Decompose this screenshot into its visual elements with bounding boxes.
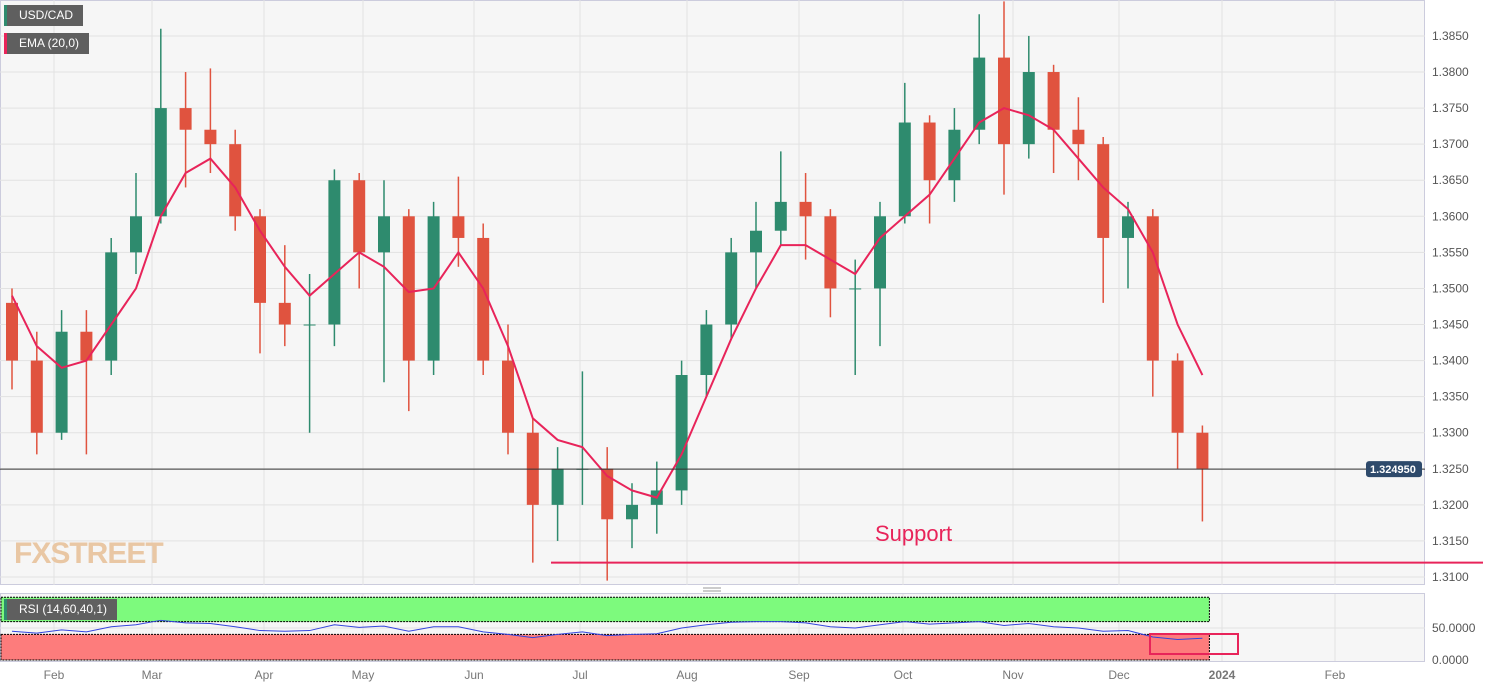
x-tick-label: Sep bbox=[788, 668, 810, 682]
candle-body bbox=[130, 216, 142, 253]
rsi-oversold-band bbox=[0, 633, 1210, 661]
x-tick-label: Jun bbox=[464, 668, 483, 682]
rsi-tick-label: 0.0000 bbox=[1432, 653, 1469, 667]
candle-body bbox=[923, 122, 936, 181]
candle-body bbox=[179, 108, 192, 130]
fxstreet-watermark: FXSTREET bbox=[14, 537, 163, 570]
x-tick-label: 2024 bbox=[1209, 668, 1236, 682]
y-tick-label: 1.3300 bbox=[1432, 426, 1469, 440]
candle-body bbox=[824, 216, 837, 289]
x-tick-label: Aug bbox=[676, 668, 697, 682]
candle-body bbox=[452, 216, 465, 238]
candle-body bbox=[849, 288, 862, 290]
candle-body bbox=[477, 237, 490, 361]
y-tick-label: 1.3750 bbox=[1432, 101, 1469, 115]
candle-body bbox=[1146, 216, 1159, 361]
candle-body bbox=[700, 324, 713, 376]
candle-body bbox=[1122, 216, 1134, 238]
rsi-overbought-band bbox=[0, 596, 1210, 623]
y-tick-label: 1.3350 bbox=[1432, 390, 1469, 404]
y-tick-label: 1.3500 bbox=[1432, 281, 1469, 295]
candle-body bbox=[55, 331, 68, 433]
y-tick-label: 1.3250 bbox=[1432, 462, 1469, 476]
y-tick-label: 1.3450 bbox=[1432, 318, 1469, 332]
rsi-highlight-box bbox=[1149, 633, 1239, 655]
candle-body bbox=[303, 324, 316, 326]
candle-body bbox=[1171, 360, 1184, 433]
ema-line bbox=[11, 107, 1204, 499]
candle-body bbox=[1047, 72, 1060, 130]
y-tick-label: 1.3600 bbox=[1432, 209, 1469, 223]
candle-body bbox=[551, 468, 564, 505]
current-price-tag bbox=[1366, 461, 1422, 478]
x-tick-label: Dec bbox=[1108, 668, 1129, 682]
candle-body bbox=[80, 331, 93, 361]
candle-body bbox=[378, 216, 390, 253]
candle-body bbox=[973, 57, 986, 130]
candle-body bbox=[402, 216, 415, 361]
x-tick-label: Jul bbox=[572, 668, 587, 682]
candle-body bbox=[1196, 432, 1209, 469]
y-tick-label: 1.3550 bbox=[1432, 245, 1469, 259]
x-tick-label: Apr bbox=[255, 668, 274, 682]
candle-body bbox=[229, 144, 242, 217]
candle-body bbox=[725, 252, 738, 325]
candle-body bbox=[254, 216, 266, 303]
x-tick-label: Feb bbox=[44, 668, 65, 682]
rsi-label: RSI (14,60,40,1) bbox=[4, 599, 118, 620]
y-tick-label: 1.3650 bbox=[1432, 173, 1469, 187]
candle-body bbox=[626, 504, 638, 520]
symbol-label: USD/CAD bbox=[4, 5, 84, 26]
ema-label: EMA (20,0) bbox=[4, 33, 90, 54]
x-tick-label: Feb bbox=[1325, 668, 1346, 682]
candle-body bbox=[328, 180, 341, 325]
y-tick-label: 1.3200 bbox=[1432, 498, 1469, 512]
rsi-line bbox=[11, 619, 1203, 641]
rsi-tick-label: 50.0000 bbox=[1432, 621, 1476, 635]
current-price-label: 1.324950 bbox=[1370, 464, 1416, 476]
y-tick-label: 1.3100 bbox=[1432, 570, 1469, 584]
candle-body bbox=[30, 360, 43, 433]
candle-body bbox=[601, 468, 614, 520]
candle-body bbox=[675, 375, 688, 491]
candle-body bbox=[998, 57, 1010, 145]
candle-body bbox=[1097, 144, 1110, 238]
candle-body bbox=[6, 302, 18, 361]
main-panel bbox=[0, 0, 1425, 585]
candle-body bbox=[750, 230, 762, 253]
x-tick-label: Mar bbox=[142, 668, 163, 682]
candle-body bbox=[774, 201, 787, 231]
y-tick-label: 1.3850 bbox=[1432, 29, 1469, 43]
y-tick-label: 1.3800 bbox=[1432, 65, 1469, 79]
support-annotation: Support bbox=[875, 521, 952, 546]
x-tick-label: Oct bbox=[894, 668, 913, 682]
candle-body bbox=[278, 302, 291, 325]
y-tick-label: 1.3400 bbox=[1432, 354, 1469, 368]
y-tick-label: 1.3150 bbox=[1432, 534, 1469, 548]
candle-body bbox=[1072, 129, 1085, 145]
candle-body bbox=[154, 108, 167, 217]
candle-body bbox=[874, 216, 886, 289]
candle-body bbox=[105, 252, 118, 361]
candle-body bbox=[353, 180, 366, 253]
candle-body bbox=[948, 129, 961, 181]
x-tick-label: May bbox=[352, 668, 375, 682]
candle-body bbox=[502, 360, 514, 433]
candle-body bbox=[1022, 72, 1035, 145]
candle-body bbox=[898, 122, 911, 217]
x-tick-label: Nov bbox=[1002, 668, 1023, 682]
candle-body bbox=[799, 201, 812, 217]
candle-body bbox=[204, 129, 217, 145]
y-tick-label: 1.3700 bbox=[1432, 137, 1469, 151]
